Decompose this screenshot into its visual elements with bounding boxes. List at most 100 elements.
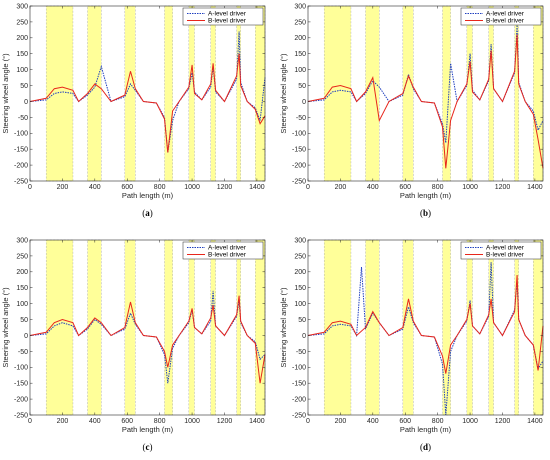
x-tick-label: 600 bbox=[121, 184, 133, 191]
panel-label-open: ( bbox=[142, 208, 145, 218]
highlight-band bbox=[210, 5, 216, 182]
series-line-a-level bbox=[29, 290, 266, 384]
x-tick-label: 1000 bbox=[184, 418, 200, 425]
y-tick-label: 150 bbox=[294, 51, 306, 58]
series-line-b-level bbox=[29, 53, 266, 153]
y-tick-label: 250 bbox=[16, 19, 28, 26]
panel-a: 0 200 400 600 800 1000 1200 1400-250-200-150-10… bbox=[1, 3, 266, 218]
x-tick-label: 0 bbox=[306, 418, 310, 425]
highlight-band bbox=[255, 239, 266, 416]
y-tick-label: -150 bbox=[14, 147, 28, 154]
panel-b: 0 200 400 600 800 1000 1200 1400-250-200-150-10… bbox=[279, 3, 544, 218]
highlight-band bbox=[514, 5, 519, 182]
y-tick-label: 250 bbox=[294, 253, 306, 260]
y-tick-label: -50 bbox=[18, 349, 28, 356]
x-tick-label: 400 bbox=[367, 418, 379, 425]
panel-label-close: ) bbox=[150, 208, 153, 218]
y-tick-label: 50 bbox=[298, 317, 306, 324]
y-tick-label: -100 bbox=[292, 365, 306, 372]
x-tick-label: 200 bbox=[57, 184, 69, 191]
legend-label: A-level driver bbox=[208, 245, 247, 252]
x-axis-label: Path length (m) bbox=[400, 425, 452, 434]
x-tick-label: 400 bbox=[89, 418, 101, 425]
highlight-band bbox=[466, 239, 473, 416]
panel-c: 0 200 400 600 800 1000 1200 1400-250-200-150-10… bbox=[1, 237, 266, 452]
panel-label-close: ) bbox=[428, 208, 431, 218]
y-tick-label: -200 bbox=[292, 396, 306, 403]
highlight-band bbox=[236, 5, 241, 182]
panel-label: (c) bbox=[143, 442, 153, 452]
y-tick-label: -50 bbox=[296, 115, 306, 122]
y-tick-label: 0 bbox=[24, 333, 28, 340]
y-tick-label: -250 bbox=[14, 178, 28, 185]
highlight-band bbox=[236, 239, 241, 416]
series-line-b-level bbox=[307, 34, 544, 169]
highlight-band bbox=[514, 239, 519, 416]
highlight-band bbox=[164, 5, 173, 182]
y-tick-label: -100 bbox=[292, 131, 306, 138]
x-tick-label: 1400 bbox=[249, 418, 265, 425]
y-tick-label: -250 bbox=[14, 412, 28, 419]
y-axis-label: Steering wheel angle (°) bbox=[1, 53, 10, 134]
y-tick-label: 200 bbox=[294, 35, 306, 42]
y-tick-label: 0 bbox=[302, 333, 306, 340]
panel-d: 0 200 400 600 800 1000 1200 1400-250-200-150-10… bbox=[279, 237, 544, 452]
y-tick-label: 100 bbox=[294, 301, 306, 308]
y-tick-label: 300 bbox=[294, 237, 306, 244]
legend-label: B-level driver bbox=[486, 252, 525, 259]
x-tick-label: 1200 bbox=[495, 418, 511, 425]
y-tick-label: 100 bbox=[294, 67, 306, 74]
x-tick-label: 0 bbox=[306, 184, 310, 191]
y-tick-label: -50 bbox=[18, 115, 28, 122]
x-tick-label: 1400 bbox=[249, 184, 265, 191]
highlight-band bbox=[402, 5, 414, 182]
highlight-band bbox=[210, 239, 216, 416]
y-tick-label: 50 bbox=[298, 83, 306, 90]
y-tick-label: -250 bbox=[292, 412, 306, 419]
y-tick-label: 0 bbox=[24, 99, 28, 106]
y-tick-label: 200 bbox=[294, 269, 306, 276]
legend-label: B-level driver bbox=[208, 18, 247, 25]
panel-label-letter: b bbox=[423, 208, 428, 218]
y-tick-label: 250 bbox=[294, 19, 306, 26]
legend-label: A-level driver bbox=[486, 11, 525, 18]
series-line-b-level bbox=[307, 274, 544, 374]
x-tick-label: 0 bbox=[28, 418, 32, 425]
x-tick-label: 1000 bbox=[462, 184, 478, 191]
y-tick-label: 300 bbox=[16, 237, 28, 244]
highlight-band bbox=[164, 239, 173, 416]
highlight-band bbox=[533, 5, 544, 182]
x-tick-label: 1200 bbox=[217, 184, 233, 191]
x-tick-label: 1000 bbox=[184, 184, 200, 191]
x-tick-label: 200 bbox=[335, 184, 347, 191]
x-tick-label: 1400 bbox=[527, 418, 543, 425]
panel-label: (d) bbox=[420, 442, 431, 452]
y-tick-label: 250 bbox=[16, 253, 28, 260]
highlight-band bbox=[188, 5, 195, 182]
y-tick-label: -150 bbox=[292, 381, 306, 388]
x-tick-label: 0 bbox=[28, 184, 32, 191]
x-tick-label: 400 bbox=[89, 184, 101, 191]
x-tick-label: 1400 bbox=[527, 184, 543, 191]
x-tick-label: 800 bbox=[154, 184, 166, 191]
series-line-a-level bbox=[29, 31, 266, 153]
highlight-band bbox=[442, 239, 451, 416]
x-tick-label: 800 bbox=[432, 418, 444, 425]
y-tick-label: -200 bbox=[14, 162, 28, 169]
axes-box bbox=[307, 5, 544, 182]
panel-label: (a) bbox=[142, 208, 153, 218]
x-tick-label: 800 bbox=[154, 418, 166, 425]
y-axis-label: Steering wheel angle (°) bbox=[279, 53, 288, 134]
highlight-band bbox=[365, 239, 380, 416]
x-tick-label: 800 bbox=[432, 184, 444, 191]
x-tick-label: 1200 bbox=[495, 184, 511, 191]
highlight-band bbox=[87, 5, 102, 182]
highlight-band bbox=[442, 5, 451, 182]
y-tick-label: 300 bbox=[294, 3, 306, 10]
highlight-band bbox=[323, 5, 352, 182]
x-tick-label: 200 bbox=[57, 418, 69, 425]
